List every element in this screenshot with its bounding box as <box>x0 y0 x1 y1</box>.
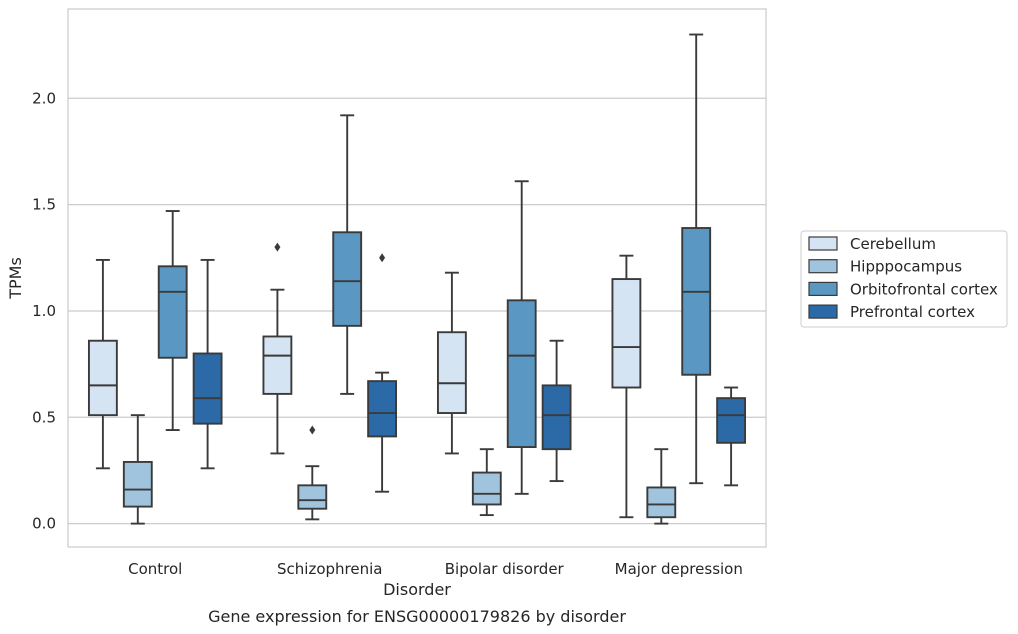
box <box>471 448 502 517</box>
box <box>646 448 677 525</box>
box <box>262 242 293 455</box>
y-tick-label: 0.0 <box>32 515 56 533</box>
x-axis-label: Disorder <box>383 580 451 599</box>
legend-frame <box>800 230 1008 328</box>
legend-items: Cerebellum Hipppocampus Orbitofrontal cort… <box>808 235 998 321</box>
box-iqr <box>471 471 502 506</box>
box <box>367 253 398 493</box>
box-iqr <box>681 227 712 376</box>
legend: Cerebellum Hipppocampus Orbitofrontal cort… <box>800 230 1008 328</box>
box-iqr <box>262 335 293 395</box>
legend-swatch <box>808 304 838 319</box>
y-tick-label: 1.0 <box>32 302 56 320</box>
box <box>541 339 572 483</box>
legend-swatch <box>808 281 838 296</box>
box-iqr <box>122 460 153 508</box>
x-tick-label: Control <box>128 560 182 578</box>
box <box>506 180 537 495</box>
plot-frame <box>67 8 767 548</box>
x-tick-label: Schizophrenia <box>277 560 382 578</box>
outlier-point <box>379 253 386 263</box>
box <box>87 258 118 470</box>
box-iqr <box>436 331 467 414</box>
x-tick-labels: Control Schizophrenia Bipolar disorder Majo… <box>128 560 743 578</box>
outlier-point <box>309 425 316 435</box>
box-iqr <box>87 339 118 417</box>
series-prefrontal-cortex <box>192 253 747 493</box>
box-iqr <box>157 265 188 359</box>
y-axis-label: TPMs <box>6 257 25 300</box>
box <box>681 33 712 485</box>
y-tick-label: 2.0 <box>32 89 56 107</box>
legend-label: Orbitofrontal cortex <box>850 280 998 298</box>
box <box>436 271 467 455</box>
box-iqr <box>506 299 537 449</box>
series-cerebellum <box>87 242 642 519</box>
series-hipppocampus <box>122 414 677 525</box>
x-tick-label: Bipolar disorder <box>445 560 565 578</box>
y-tick-labels: 0.0 0.5 1.0 1.5 2.0 <box>32 89 56 532</box>
box-iqr <box>297 484 328 510</box>
box-iqr <box>541 384 572 451</box>
box <box>297 425 328 521</box>
legend-swatch <box>808 236 838 251</box>
box <box>611 254 642 519</box>
legend-swatch <box>808 259 838 274</box>
box-iqr <box>332 231 363 327</box>
legend-label: Prefrontal cortex <box>850 303 975 321</box>
box <box>122 414 153 525</box>
legend-label: Cerebellum <box>850 235 936 253</box>
box <box>157 210 188 431</box>
box-iqr <box>716 397 747 444</box>
box <box>716 386 747 487</box>
y-tick-label: 0.5 <box>32 408 56 426</box>
box-series <box>87 33 747 525</box>
box <box>192 258 223 470</box>
box-iqr <box>611 278 642 389</box>
box-iqr <box>367 380 398 438</box>
outlier-point <box>274 242 281 252</box>
box <box>332 114 363 395</box>
chart-caption: Gene expression for ENSG00000179826 by d… <box>208 607 626 626</box>
x-tick-label: Major depression <box>615 560 743 578</box>
box-iqr <box>646 486 677 519</box>
series-orbitofrontal-cortex <box>157 33 712 495</box>
box-iqr <box>192 352 223 425</box>
legend-label: Hipppocampus <box>850 258 962 276</box>
y-tick-label: 1.5 <box>32 196 56 214</box>
